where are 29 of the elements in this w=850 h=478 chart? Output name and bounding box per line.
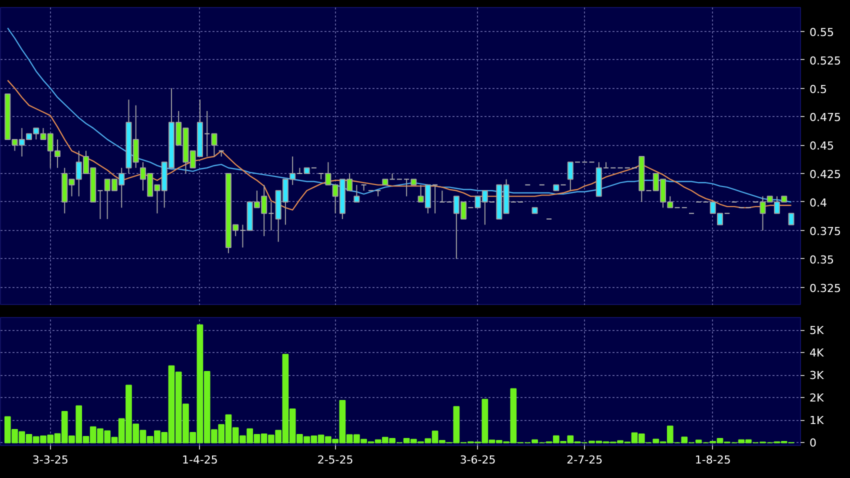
x-tick-label: 3-6-25 bbox=[460, 454, 496, 466]
candlestick bbox=[375, 190, 382, 197]
candlestick bbox=[439, 190, 446, 202]
candlestick bbox=[354, 184, 360, 202]
y-tick-label: 0.5 bbox=[810, 82, 827, 96]
y-tick-label: 0.4 bbox=[810, 196, 827, 210]
x-tick-label: 3-3-25 bbox=[32, 454, 68, 466]
y-tick-label: 0 bbox=[810, 436, 816, 450]
y-tick-label: 0.425 bbox=[810, 168, 841, 182]
y-tick-label: 0.475 bbox=[810, 111, 841, 124]
candlestick bbox=[788, 212, 794, 226]
x-tick-label: 2-7-25 bbox=[566, 454, 603, 466]
y-tick-label: 0.55 bbox=[810, 26, 834, 39]
y-tick-label: 3K bbox=[810, 368, 824, 382]
candlestick bbox=[211, 133, 218, 157]
x-tick-label: 2-5-25 bbox=[317, 454, 354, 466]
x-tick-label: 1-8-25 bbox=[694, 454, 731, 466]
y-tick-label: 0.525 bbox=[810, 54, 841, 68]
y-tick-label: 2K bbox=[810, 391, 824, 404]
y-tick-label: 0.45 bbox=[810, 140, 834, 153]
y-tick-label: 4K bbox=[810, 346, 824, 360]
y-tick-label: 0.325 bbox=[810, 282, 841, 295]
candlestick bbox=[567, 162, 574, 192]
y-tick-label: 0.35 bbox=[810, 253, 834, 266]
y-tick-label: 1K bbox=[810, 414, 824, 427]
y-tick-label: 5K bbox=[810, 324, 824, 337]
line-series bbox=[7, 27, 792, 203]
y-tick-label: 0.375 bbox=[810, 224, 841, 238]
x-tick-label: 1-4-25 bbox=[182, 454, 218, 466]
